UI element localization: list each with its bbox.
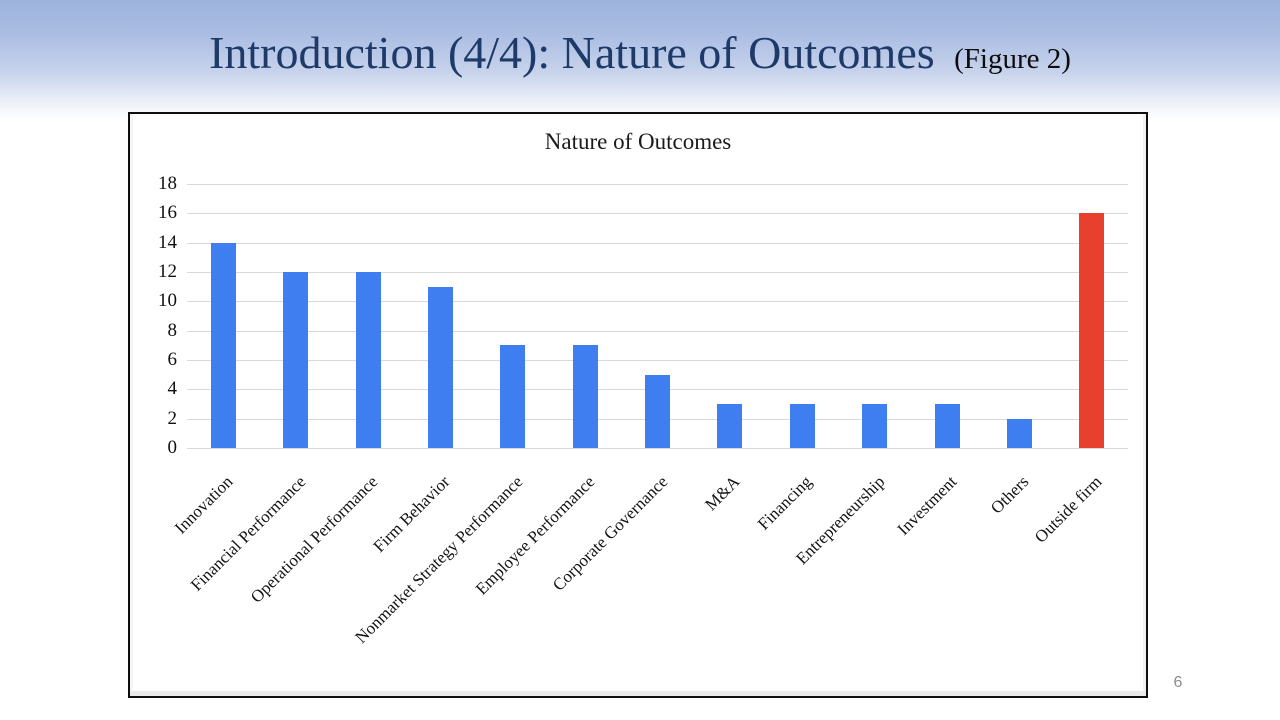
bar-investment [934,404,960,448]
y-tick-0: 0 [167,437,178,458]
y-tick-6: 6 [167,349,178,370]
y-tick-14: 14 [158,231,177,253]
slide-title: Introduction (4/4): Nature of Outcomes (… [0,27,1280,80]
chart-title: Nature of Outcomes [544,129,732,154]
gridline-0 [187,448,1128,449]
x-label-outside-firm: Outside firm [1030,472,1106,547]
gridline-16 [187,213,1128,215]
y-tick-10: 10 [158,290,177,312]
bar-firm-behavior [427,286,453,448]
gridline-10 [187,301,1128,303]
bar-others [1006,418,1032,448]
x-label-innovation: Innovation [171,472,237,538]
bar-innovation [210,242,236,448]
bar-nonmarket-strategy-performance [500,345,526,448]
slide-title-main: Introduction (4/4): Nature of Outcomes [209,27,935,78]
bar-employee-performance [572,345,598,448]
x-label-m-a: M&A [701,472,744,515]
slide-title-figure-ref: (Figure 2) [954,43,1071,75]
chart-frame: Nature of Outcomes 0 2 4 6 8 10 12 14 16 18 Innova… [128,112,1148,698]
y-tick-2: 2 [167,407,178,429]
gridline-6 [187,360,1128,361]
page-number: 6 [1173,674,1183,691]
bar-m-a [717,404,743,448]
x-label-investment: Investment [893,472,961,539]
gridline-18 [187,184,1128,185]
y-tick-16: 16 [158,202,177,224]
gridline-12 [187,272,1128,273]
bar-financing [789,404,815,448]
y-tick-18: 18 [158,173,177,194]
x-label-operational-performance: Operational Performance [246,472,382,607]
y-tick-8: 8 [167,319,178,341]
plot-area: 0 2 4 6 8 10 12 14 16 18 Innovation Financial Perfo… [130,114,1146,696]
y-tick-4: 4 [167,378,178,400]
bar-operational-performance [355,272,381,448]
bar-entrepreneurship [862,404,888,448]
bar-financial-performance [283,272,309,448]
x-label-others: Others [987,472,1033,518]
y-tick-12: 12 [158,261,177,282]
gridline-14 [187,242,1128,244]
gridline-8 [187,330,1128,332]
bar-outside-firm [1079,213,1105,448]
bar-corporate-governance [645,374,670,448]
x-label-employee-performance: Employee Performance [471,472,599,599]
x-label-financing: Financing [754,472,816,534]
